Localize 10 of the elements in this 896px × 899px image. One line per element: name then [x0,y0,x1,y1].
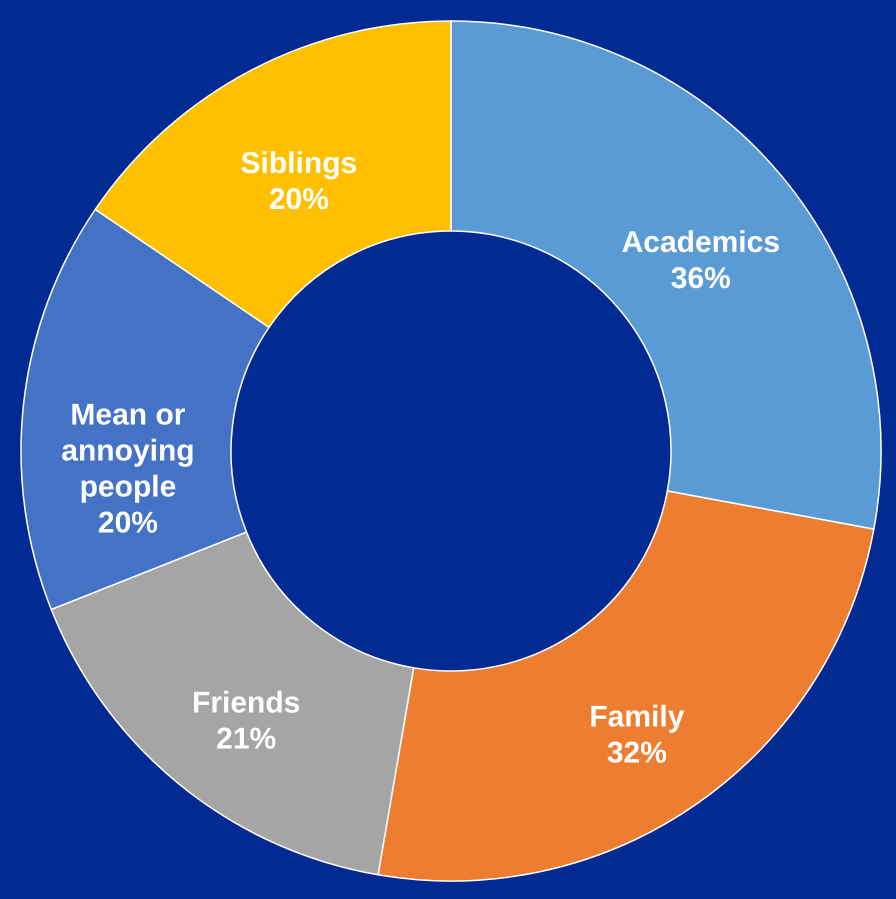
data-label: 32% [606,736,667,770]
slice-label: Friends [192,686,300,720]
slice-label: Academics [622,226,780,260]
data-label: 20% [98,506,158,540]
slice-label: Siblings [240,146,358,180]
data-label: 21% [216,722,276,756]
slice-label: Mean or annoying people [61,398,195,504]
data-label: 36% [670,262,731,296]
slice-label: Family [589,700,685,734]
data-label: 20% [268,182,329,216]
